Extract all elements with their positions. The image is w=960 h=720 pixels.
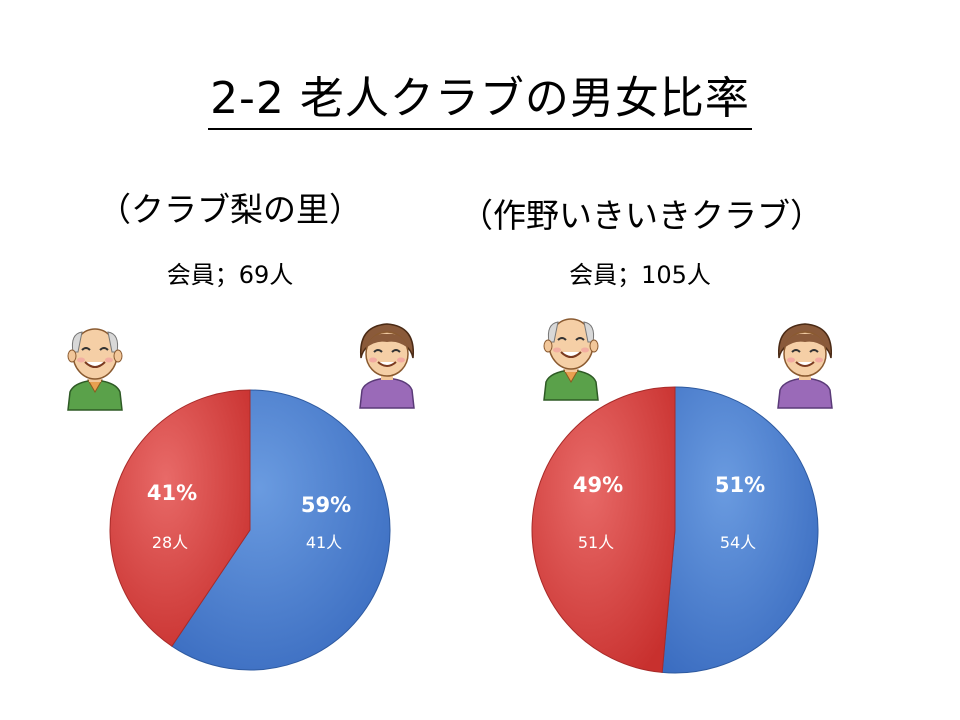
pie-2-male-count-label: 54人 — [720, 533, 756, 552]
pie-1-male-percent-label: 59% — [301, 493, 351, 517]
elderly-woman-icon — [359, 323, 415, 409]
pie-chart-1: 59% 41人 41% 28人 — [109, 389, 391, 671]
pie-2-male-percent-label: 51% — [715, 473, 765, 497]
pie-1-slice-male — [171, 389, 391, 671]
chart-1-subtitle: 会員；69人 — [166, 261, 294, 289]
pie-2-female-count-label: 51人 — [578, 533, 614, 552]
pie-1-male-count-label: 41人 — [306, 533, 342, 552]
chart-2-title: （作野いきいきクラブ） — [460, 196, 823, 235]
page-title: 2-2 老人クラブの男女比率 — [0, 62, 960, 130]
elderly-man-icon — [67, 328, 123, 411]
elderly-man-icon — [543, 318, 599, 401]
pie-2-slice-female — [531, 386, 676, 673]
pie-2-slice-male — [661, 386, 819, 674]
page-title-text: 2-2 老人クラブの男女比率 — [208, 73, 752, 130]
elderly-woman-icon — [777, 323, 833, 409]
chart-1-title: （クラブ梨の里） — [98, 190, 362, 229]
pie-1-slice-female — [109, 389, 251, 647]
pie-1-female-count-label: 28人 — [152, 533, 188, 552]
pie-2-female-percent-label: 49% — [573, 473, 623, 497]
chart-2-subtitle: 会員；105人 — [569, 261, 711, 289]
pie-1-female-percent-label: 41% — [147, 481, 197, 505]
pie-chart-2: 51% 54人 49% 51人 — [531, 386, 819, 674]
